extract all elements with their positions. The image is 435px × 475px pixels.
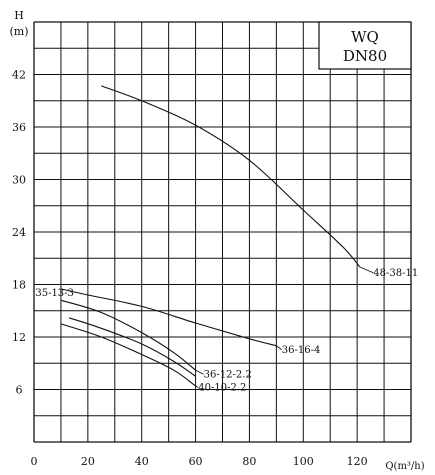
x-tick-label: 80 [242,455,256,468]
x-tick-label: 40 [135,455,149,468]
tick-labels: 6 12 18 24 30 36 42 0 20 40 60 80 100 120 [12,69,368,469]
curve-36-16-4 [60,299,196,371]
title-line-1: WQ [351,28,379,46]
curve-label: 48-38-11 [373,268,418,279]
curve-label-leader [195,385,199,388]
y-tick-label: 24 [12,226,26,239]
y-tick-label: 6 [16,384,23,397]
y-axis-label-unit: (m) [9,25,28,38]
y-tick-label: 42 [12,69,26,82]
curve-35-13-3 [60,288,277,347]
curve-label-leader [195,369,204,375]
curve-label-leader [359,266,374,274]
curve-label-leader [276,345,283,351]
curve-label: 40-10-2.2 [198,382,246,393]
curve-48-38-11 [101,85,361,268]
title-box [318,21,412,70]
y-tick-label: 12 [12,331,26,344]
curve-label: 36-16-4 [282,345,321,356]
grid [33,21,412,443]
curve-label: 36-12-2.2 [204,369,252,380]
curve-label: 35-13-3 [35,288,74,299]
x-tick-label: 60 [189,455,203,468]
curve-40-10-2.2 [60,323,196,387]
x-axis-label: Q(m³/h) [385,461,424,472]
title-line-2: DN80 [343,47,387,65]
x-tick-label: 120 [347,455,368,468]
y-axis-label-h: H [14,9,24,22]
y-tick-label: 30 [12,174,26,187]
curve-labels: 48-38-11 35-13-3 36-16-4 36-12-2.2 40-10-2.2 [35,266,418,393]
x-tick-label: 0 [31,455,38,468]
x-tick-label: 20 [81,455,95,468]
x-tick-label: 100 [293,455,314,468]
y-tick-label: 18 [12,279,26,292]
curve-36-12-2.2 [68,317,196,377]
curves [60,85,361,387]
y-tick-label: 36 [12,121,26,134]
